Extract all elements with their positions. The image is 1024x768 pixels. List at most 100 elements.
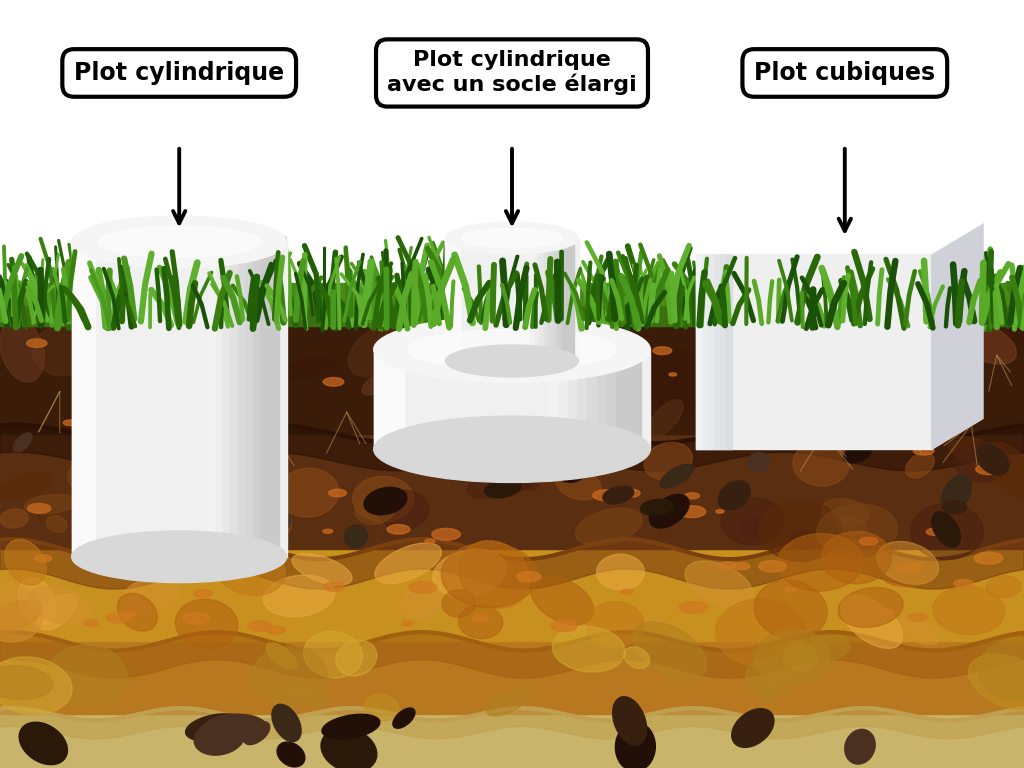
Ellipse shape [660,464,693,488]
Ellipse shape [432,528,461,540]
Ellipse shape [884,571,927,587]
Ellipse shape [494,472,510,478]
Ellipse shape [355,493,395,525]
Bar [568,349,593,449]
Ellipse shape [716,599,806,666]
Ellipse shape [90,532,104,538]
Ellipse shape [266,643,297,669]
Ellipse shape [324,378,344,386]
Ellipse shape [839,588,903,627]
Ellipse shape [685,561,753,607]
Ellipse shape [877,541,939,584]
Ellipse shape [409,581,437,593]
Ellipse shape [0,666,53,700]
Bar [559,349,584,449]
Ellipse shape [284,357,334,379]
Ellipse shape [561,386,585,410]
Ellipse shape [899,618,938,645]
Ellipse shape [0,472,53,499]
Ellipse shape [462,229,562,247]
Ellipse shape [387,525,410,534]
Ellipse shape [130,514,165,538]
Ellipse shape [63,420,77,425]
Ellipse shape [254,510,292,545]
Ellipse shape [908,614,927,621]
Bar [562,238,574,361]
Ellipse shape [615,722,655,768]
Ellipse shape [160,429,199,465]
Text: Plot cylindrique: Plot cylindrique [74,61,285,85]
Bar [245,242,264,557]
Bar [0,434,1024,549]
Ellipse shape [774,368,786,373]
Bar [0,326,1024,434]
Ellipse shape [933,586,1005,634]
Ellipse shape [248,511,291,540]
Ellipse shape [896,562,922,572]
Ellipse shape [597,554,644,590]
Ellipse shape [679,601,708,614]
Bar [0,296,1024,326]
Ellipse shape [621,589,633,594]
Bar [260,242,280,557]
Bar [709,253,714,449]
Bar [696,253,932,449]
Ellipse shape [621,489,640,498]
Ellipse shape [0,318,44,382]
Ellipse shape [344,525,368,548]
Ellipse shape [976,445,1009,475]
Bar [544,238,556,361]
Ellipse shape [153,356,160,359]
Ellipse shape [836,516,866,536]
Ellipse shape [540,423,593,473]
Ellipse shape [486,688,531,716]
Ellipse shape [201,533,211,538]
Ellipse shape [118,594,158,631]
Ellipse shape [953,441,1011,482]
Ellipse shape [132,356,159,368]
Ellipse shape [755,629,829,685]
Bar [0,714,1024,768]
Ellipse shape [974,552,1002,564]
Ellipse shape [365,694,399,721]
Ellipse shape [147,366,183,395]
Ellipse shape [953,321,1017,364]
Bar [578,349,603,449]
Ellipse shape [104,360,121,367]
Ellipse shape [612,697,646,745]
Ellipse shape [403,305,488,365]
Ellipse shape [27,339,47,347]
Ellipse shape [986,442,1024,498]
Ellipse shape [263,575,335,617]
Ellipse shape [759,499,842,561]
Ellipse shape [0,509,29,528]
Polygon shape [696,223,983,253]
Bar [445,238,579,361]
Bar [606,349,631,449]
Ellipse shape [905,452,934,478]
Ellipse shape [336,640,377,676]
Ellipse shape [821,498,869,525]
Bar [557,238,569,361]
Ellipse shape [247,474,272,492]
Ellipse shape [167,483,236,538]
Ellipse shape [920,336,978,397]
Ellipse shape [593,490,620,501]
Ellipse shape [716,510,724,513]
Ellipse shape [719,481,751,510]
Ellipse shape [348,323,412,376]
Ellipse shape [409,329,615,369]
Bar [553,238,565,361]
Ellipse shape [710,391,724,397]
Bar [714,253,720,449]
Ellipse shape [844,445,871,463]
Ellipse shape [5,539,46,585]
Ellipse shape [157,401,167,406]
Ellipse shape [467,465,541,498]
Ellipse shape [497,369,566,426]
Ellipse shape [816,504,897,558]
Bar [696,253,702,449]
Ellipse shape [374,316,650,382]
Ellipse shape [597,370,604,373]
Ellipse shape [25,495,77,514]
